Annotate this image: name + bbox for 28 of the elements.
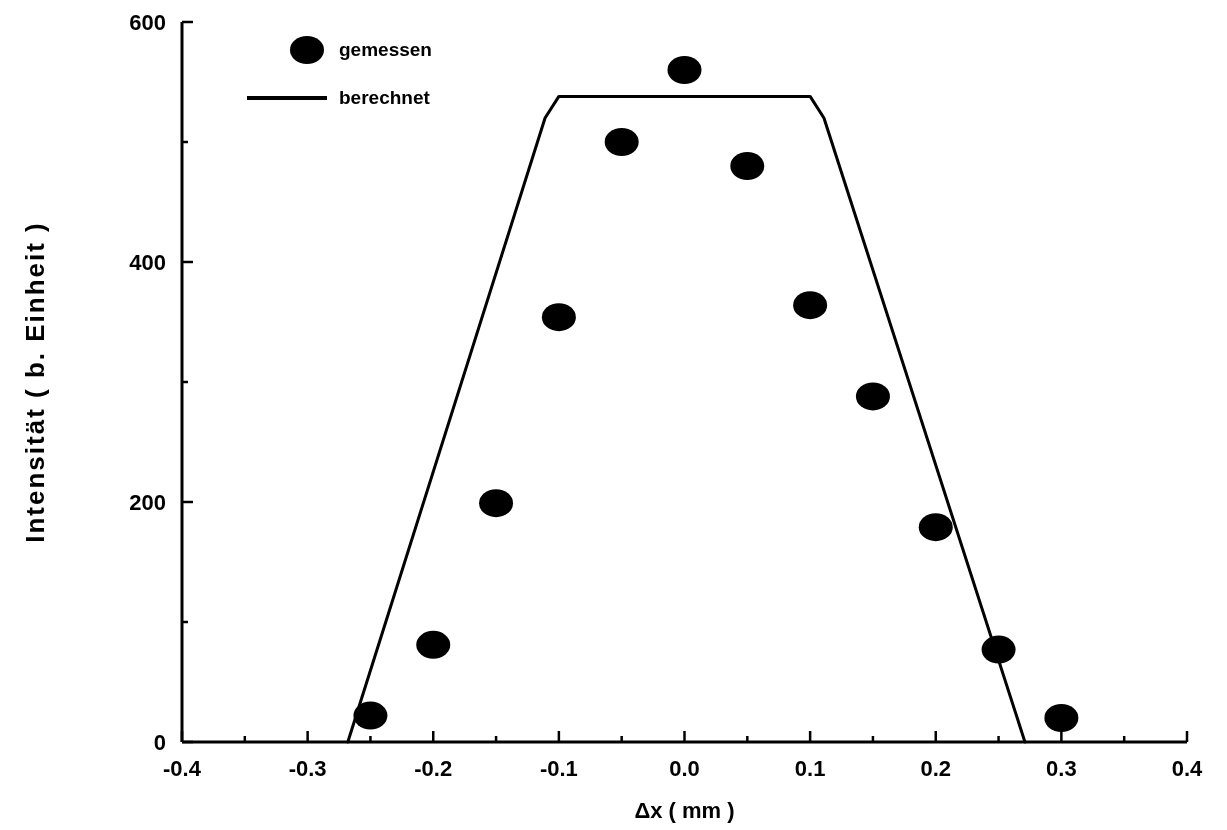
point bbox=[416, 630, 451, 659]
x-tick-label: -0.2 bbox=[414, 756, 453, 781]
x-tick-label: -0.4 bbox=[163, 756, 202, 781]
legend-label: berechnet bbox=[339, 87, 431, 108]
x-tick-label: 0.1 bbox=[794, 756, 826, 781]
y-tick-label: 400 bbox=[129, 250, 166, 275]
point bbox=[793, 291, 828, 320]
y-axis-title: Intensität ( b. Einheit ) bbox=[20, 221, 50, 543]
x-tick-label: -0.1 bbox=[539, 756, 578, 781]
point bbox=[855, 382, 890, 411]
x-tick-label: 0.2 bbox=[920, 756, 952, 781]
point bbox=[541, 303, 576, 332]
y-tick-label: 0 bbox=[153, 730, 166, 755]
y-tick-label: 600 bbox=[129, 10, 166, 35]
x-tick-label: 0.0 bbox=[669, 756, 700, 781]
x-tick-label: -0.3 bbox=[288, 756, 327, 781]
point bbox=[918, 513, 953, 542]
x-axis-title: Δx ( mm ) bbox=[634, 798, 735, 823]
x-tick-label: 0.3 bbox=[1046, 756, 1077, 781]
point bbox=[730, 152, 765, 180]
point bbox=[353, 701, 388, 730]
point bbox=[667, 56, 702, 84]
legend-label: gemessen bbox=[339, 39, 432, 60]
y-tick-label: 200 bbox=[129, 490, 166, 515]
point bbox=[604, 128, 639, 156]
x-tick-label: 0.4 bbox=[1171, 756, 1204, 781]
point bbox=[1044, 704, 1079, 732]
point bbox=[479, 489, 514, 518]
